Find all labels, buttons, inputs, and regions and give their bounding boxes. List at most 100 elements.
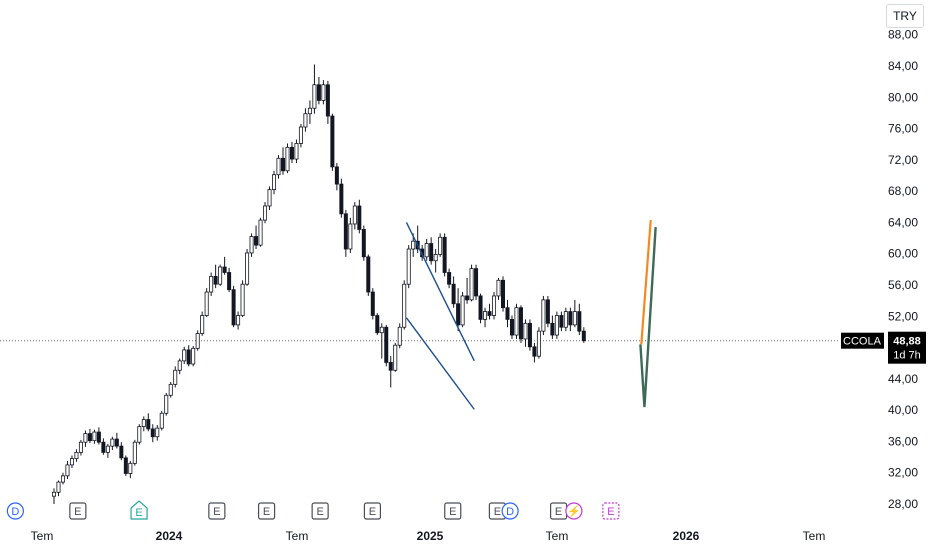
candle-body [330,115,335,168]
candle-body [65,464,70,477]
candle [348,217,353,253]
candle [52,488,57,504]
candle [303,108,308,132]
candle [240,280,245,318]
candle [96,427,101,445]
dividend-letter: D [11,506,19,518]
candle-body [352,205,357,225]
candle [433,249,438,273]
candle-body [245,252,250,285]
candle [370,288,375,320]
candle-body [545,299,550,324]
candle [182,346,187,364]
candle [379,323,384,359]
event-marker[interactable]: E [257,502,276,520]
earnings-letter: E [607,506,614,518]
event-marker[interactable]: E [130,500,148,520]
earnings-letter: E [263,506,270,518]
y-tick-label: 68,00 [888,184,918,198]
y-tick-label: 40,00 [888,403,918,417]
candle-body [465,295,470,301]
candle-body [56,481,61,493]
y-tick-label: 64,00 [888,215,918,229]
candle-body [60,475,65,483]
candle-body [177,360,182,371]
candle-body [96,431,101,443]
candle-body [105,445,110,453]
candle [523,319,528,347]
candles [52,64,586,504]
currency-selector[interactable]: TRY [886,4,924,28]
y-tick-label: 60,00 [888,247,918,261]
candle-body [532,346,537,357]
candle-body [559,315,564,328]
candle [218,264,223,286]
candle [60,472,65,485]
event-marker[interactable]: E [363,502,382,520]
event-marker[interactable]: E [488,502,506,520]
candle-body [168,383,173,396]
candle [509,315,514,339]
candle [424,238,429,261]
candle [280,147,285,175]
event-marker[interactable]: D [6,502,24,520]
candle-body [456,303,461,326]
candle [518,305,523,343]
candle [559,311,564,332]
candle-body [69,458,74,466]
candle-body [285,146,290,172]
candle [227,267,232,293]
candle [267,186,272,210]
candle-body [307,107,312,115]
channel-upper-line [405,222,475,362]
candle [321,80,326,105]
candle [83,430,88,447]
earnings-letter: E [369,506,376,518]
y-tick-label: 44,00 [888,372,918,386]
candle [465,277,470,304]
candle-body [276,157,281,176]
candle-body [141,419,146,427]
candle [159,410,164,431]
candle [276,155,281,179]
candle [155,425,160,441]
event-marker[interactable]: E [444,502,462,520]
candle [204,288,209,318]
earnings-letter: E [555,506,562,518]
candle-body [384,326,389,363]
candle-body [236,315,241,326]
y-tick-label: 32,00 [888,466,918,480]
candle [514,303,519,339]
event-marker[interactable]: ⚡ [565,502,583,520]
candle-body [87,433,92,442]
candle-body [469,268,474,301]
earnings-badge [257,502,276,520]
candle [361,225,366,261]
event-marker[interactable]: E [69,502,87,520]
candle [496,277,501,300]
event-marker[interactable]: E [602,502,620,520]
candle-body [227,272,232,291]
candle [366,254,371,296]
candle [209,272,214,296]
earnings-badge [311,502,329,520]
dividend-circle [6,502,24,520]
candle [325,80,330,124]
dividend-circle [501,502,519,520]
event-marker[interactable]: D [501,502,519,520]
candle [141,416,146,432]
candle-body [155,427,160,438]
event-marker[interactable]: E [208,502,226,520]
candle-body [132,441,137,464]
candle-body [150,428,155,438]
candle [541,295,546,336]
candle [254,225,259,250]
candle-body [249,236,254,254]
candle-body [146,419,151,430]
event-marker[interactable]: E [311,502,329,520]
candle [213,264,218,289]
candle [536,327,541,359]
event-marker[interactable]: E [549,502,568,520]
